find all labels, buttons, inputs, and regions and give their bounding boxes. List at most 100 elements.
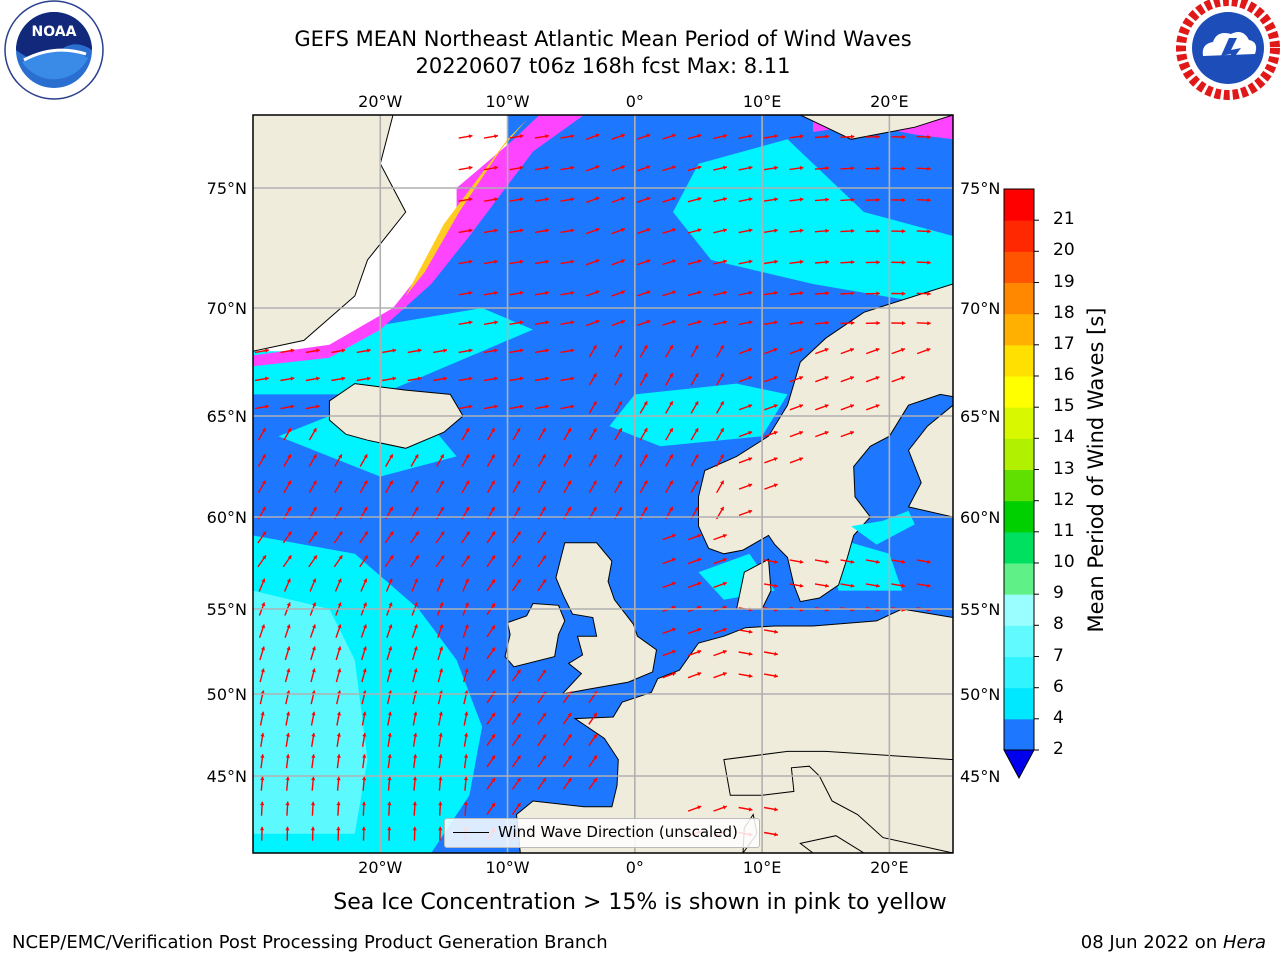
lat-label-left: 50°N [207, 685, 247, 704]
wave-arrow-head [748, 290, 753, 295]
wave-arrow-head [465, 555, 470, 560]
wave-arrow-head [417, 348, 422, 353]
wave-arrow-head [570, 376, 575, 381]
wave-arrow-head [414, 578, 418, 583]
wave-arrow-head [363, 454, 368, 459]
colorbar-tick-label: 21 [1053, 209, 1075, 230]
wave-arrow-head [285, 826, 290, 831]
wave-arrow-head [545, 228, 549, 233]
wave-arrow-head [672, 228, 676, 233]
wave-arrow-head [463, 776, 468, 781]
wave-arrow-head [362, 754, 367, 758]
wave-arrow-head [362, 646, 367, 651]
footer-credit: NCEP/EMC/Verification Post Processing Pr… [12, 932, 608, 953]
wave-arrow-head [337, 602, 342, 607]
wave-arrow-head [413, 711, 418, 716]
wave-arrow-head [464, 602, 469, 607]
colorbar-segment [1004, 563, 1034, 595]
wave-arrow-head [443, 348, 447, 353]
wave-arrow-head [850, 320, 855, 326]
wave-arrow-head [341, 348, 346, 353]
wave-arrow-head [362, 711, 367, 716]
wave-arrow-head [464, 668, 469, 673]
wave-arrow-head [362, 624, 367, 629]
wave-arrow-head [773, 376, 778, 381]
wave-arrow-head [697, 290, 702, 295]
wave-arrow-head [799, 559, 804, 564]
wave-arrow-head [285, 733, 291, 737]
wave-arrow-head [876, 260, 880, 265]
lon-label-bottom: 20°E [870, 858, 908, 877]
lat-label-left: 60°N [207, 508, 247, 527]
wave-arrow-head [567, 428, 571, 433]
colorbar-tick-label: 10 [1053, 552, 1075, 572]
wave-arrow-head [262, 531, 266, 536]
lat-label-right: 50°N [960, 685, 1000, 704]
lon-label-bottom: 20°W [358, 858, 402, 877]
wave-arrow-head [338, 506, 342, 511]
wave-arrow-head [463, 754, 469, 758]
wave-arrow-head [312, 428, 317, 433]
wave-arrow-head [387, 754, 392, 758]
lon-label-bottom: 10°W [485, 858, 529, 877]
noaa-logo-text: NOAA [32, 24, 77, 40]
wave-arrow-head [468, 134, 473, 139]
wave-arrow-head [592, 401, 597, 406]
ireland [504, 602, 566, 668]
wave-arrow-head [722, 534, 727, 538]
wave-arrow-head [519, 134, 524, 139]
wave-arrow-head [491, 647, 495, 652]
wave-arrow-head [361, 801, 367, 806]
wave-arrow-head [286, 668, 291, 673]
sea-ice-pink-band [253, 115, 584, 367]
wave-arrow-head [286, 602, 291, 607]
wave-arrow-head [825, 291, 829, 296]
wave-arrow-head [672, 196, 676, 201]
wave-arrow-head [694, 506, 699, 511]
wave-arrow-head [927, 134, 931, 140]
wave-arrow-head [567, 480, 571, 485]
wave-arrow-head [438, 801, 443, 806]
wave-arrow-head [541, 454, 546, 459]
colorbar-segment [1004, 718, 1034, 751]
wave-arrow-head [519, 197, 524, 202]
wave-arrow-head [672, 259, 676, 264]
wave-arrow-head [620, 196, 625, 201]
wave-arrow-head [876, 166, 880, 171]
wave-arrow-head [697, 805, 702, 810]
wave-arrow-head [927, 291, 931, 296]
wave-arrow-head [697, 627, 702, 632]
wave-arrow-head [697, 228, 702, 233]
wave-arrow-head [465, 506, 470, 511]
wave-arrow-head [261, 428, 266, 433]
wave-arrow-head [825, 166, 829, 171]
wave-arrow-head [825, 320, 829, 325]
wave-arrow-head [516, 669, 521, 674]
colorbar-segment [1004, 438, 1034, 470]
wave-arrow-head [646, 228, 651, 232]
wave-arrow-head [413, 733, 418, 737]
wave-arrow-head [468, 197, 473, 202]
wave-arrow-head [366, 348, 371, 353]
wave-arrow-head [620, 165, 625, 170]
wave-arrow-head [468, 348, 473, 353]
colorbar-segment [1004, 189, 1034, 221]
wave-arrow-head [643, 345, 648, 350]
wave-arrow-head [926, 583, 931, 588]
wave-arrow-head [669, 428, 673, 433]
wave-arrow-head [389, 555, 394, 560]
colorbar-segment [1004, 251, 1034, 283]
wave-arrow-head [440, 531, 445, 536]
wave-arrow-head [643, 428, 648, 433]
wave-arrow-head [748, 629, 753, 634]
wave-arrow-head [720, 506, 724, 511]
wave-arrow-head [927, 229, 931, 234]
wave-arrow-head [287, 454, 291, 459]
legend-line-icon [453, 832, 489, 833]
wave-arrow-head [491, 778, 495, 782]
wave-arrow-head [338, 555, 343, 560]
wave-arrow-head [722, 805, 727, 810]
wave-arrow-head [312, 578, 317, 583]
wave-arrow-head [310, 826, 316, 831]
wave-arrow-head [593, 755, 597, 760]
